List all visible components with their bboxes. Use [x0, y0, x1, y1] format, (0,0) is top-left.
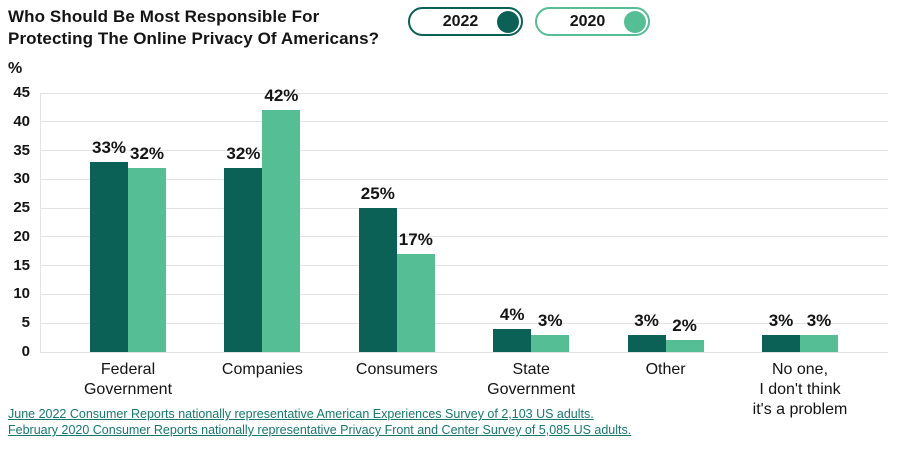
x-axis-category-label-state-government: State Government — [487, 361, 576, 398]
gridline — [40, 236, 888, 238]
legend-swatch-2020-icon — [624, 10, 646, 33]
legend-swatch-2022-icon — [497, 10, 519, 33]
y-axis-tick-label: 15 — [13, 256, 30, 274]
gridline — [40, 178, 888, 180]
x-axis-category-label-consumers: Consumers — [355, 361, 438, 378]
bar-value-label-2020-state-government: 3% — [537, 310, 563, 330]
bar-2020-state-government — [531, 334, 570, 352]
footnote-link-2020-survey[interactable]: February 2020 Consumer Reports nationall… — [8, 423, 632, 437]
bar-value-label-2020-federal-government: 32% — [129, 143, 165, 163]
gridline — [40, 207, 888, 209]
y-axis-unit-label: % — [8, 60, 23, 77]
bar-2022-companies — [224, 167, 263, 352]
bar-value-label-2022-federal-government: 33% — [91, 138, 127, 158]
gridline — [40, 322, 888, 324]
y-axis-line — [40, 93, 41, 352]
x-axis-category-label-federal-government: Federal Government — [83, 361, 173, 398]
bar-value-label-2020-no-one-i-don-t-think-it-s-a-problem: 3% — [806, 310, 832, 330]
gridline — [40, 265, 888, 267]
bar-value-label-2022-no-one-i-don-t-think-it-s-a-problem: 3% — [768, 310, 794, 330]
bar-2020-federal-government — [128, 167, 166, 352]
bar-2020-no-one-i-don-t-think-it-s-a-problem — [800, 334, 838, 352]
bar-2020-other — [665, 340, 704, 352]
y-axis-tick-label: 10 — [13, 285, 30, 303]
footnote-link-2022-survey[interactable]: June 2022 Consumer Reports nationally re… — [8, 407, 594, 421]
y-axis-tick-label: 35 — [13, 141, 30, 159]
y-axis-tick-label: 0 — [21, 343, 30, 360]
bar-2020-consumers — [396, 254, 435, 352]
legend-label-2022: 2022 — [442, 12, 479, 30]
x-axis-category-label-companies: Companies — [221, 361, 303, 378]
x-axis-category-label-no-one-i-don-t-think-it-s-a-problem: No one, I don't think it's a problem — [752, 361, 848, 418]
gridline — [40, 121, 888, 123]
bar-value-label-2020-consumers: 17% — [398, 230, 433, 250]
y-axis-tick-label: 5 — [21, 314, 30, 332]
gridline — [40, 351, 888, 353]
gridline — [40, 293, 888, 295]
footnotes: June 2022 Consumer Reports nationally re… — [8, 406, 631, 438]
y-axis-tick-label: 20 — [13, 227, 30, 245]
bar-value-label-2022-consumers: 25% — [360, 184, 395, 204]
gridline — [40, 92, 888, 94]
bar-value-label-2022-state-government: 4% — [499, 304, 525, 324]
legend-pill-2020[interactable]: 2020 — [535, 7, 650, 36]
bar-value-label-2022-other: 3% — [634, 310, 659, 330]
bar-2020-companies — [262, 110, 301, 352]
gridline — [40, 150, 888, 152]
y-axis-tick-label: 30 — [13, 170, 30, 188]
bar-2022-other — [627, 334, 666, 352]
chart-title: Who Should Be Most Responsible For Prote… — [8, 7, 380, 48]
bar-2022-no-one-i-don-t-think-it-s-a-problem — [762, 334, 800, 352]
bar-value-label-2020-companies: 42% — [264, 86, 299, 106]
y-axis-tick-label: 25 — [13, 199, 30, 217]
legend-pill-2022[interactable]: 2022 — [408, 7, 523, 36]
legend: 2022 2020 — [408, 7, 650, 36]
legend-label-2020: 2020 — [569, 12, 606, 30]
y-axis-tick-label: 45 — [13, 84, 30, 101]
bar-2022-state-government — [493, 328, 532, 352]
x-axis-category-label-other: Other — [645, 361, 686, 378]
bar-2022-federal-government — [90, 162, 128, 352]
y-axis-tick-label: 40 — [13, 112, 30, 130]
bar-2022-consumers — [358, 208, 397, 352]
bar-value-label-2022-companies: 32% — [226, 143, 261, 163]
bar-value-label-2020-other: 2% — [672, 316, 697, 336]
